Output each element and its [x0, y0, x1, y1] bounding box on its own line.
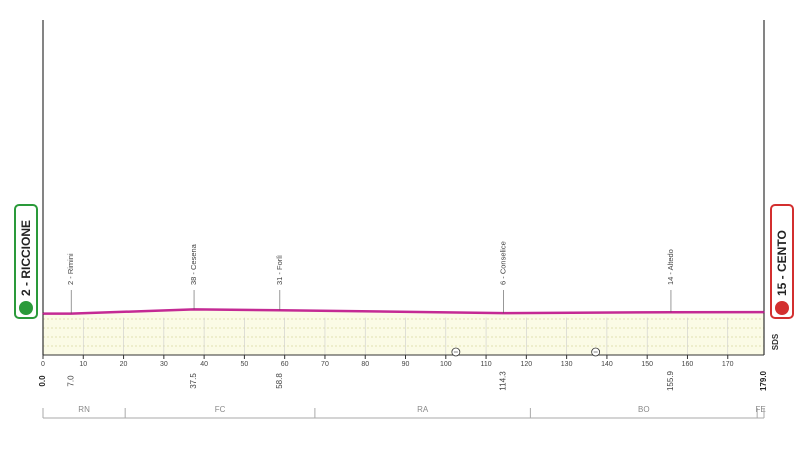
x-tick-label: 20 — [120, 361, 128, 368]
logo: SDS — [771, 333, 780, 350]
province-label: FE — [755, 405, 765, 414]
waypoint — [42, 312, 44, 315]
km-label: 37.5 — [189, 373, 198, 389]
start-icon — [19, 301, 33, 315]
x-tick-label: 170 — [722, 361, 734, 368]
place-label: 2 - Rimini — [66, 253, 75, 285]
km-label: 58.8 — [275, 373, 284, 389]
place-label: 31 - Forlì — [275, 255, 284, 285]
waypoint — [193, 308, 195, 311]
place-label: 6 - Conselice — [498, 241, 507, 285]
x-tick-label: 30 — [160, 361, 168, 368]
km-label: 114.3 — [499, 371, 508, 391]
x-tick-label: 70 — [321, 361, 329, 368]
x-tick-label: 160 — [682, 361, 694, 368]
x-tick-label: 130 — [561, 361, 573, 368]
province-label: BO — [638, 405, 650, 414]
x-tick-label: 90 — [402, 361, 410, 368]
province-label: FC — [215, 405, 226, 414]
waypoint — [502, 312, 505, 314]
x-tick-label: 50 — [240, 361, 248, 368]
x-tick-label: 10 — [79, 361, 87, 368]
x-tick-label: 0 — [41, 361, 45, 368]
start-label: 2 - RICCIONE — [19, 220, 33, 296]
km-label: 155.9 — [666, 370, 675, 391]
x-tick-label: 140 — [601, 361, 613, 368]
km-label: 7.0 — [66, 375, 75, 387]
waypoint — [279, 309, 281, 312]
profile-area — [43, 309, 764, 355]
finish-icon — [775, 301, 789, 315]
x-tick-label: 80 — [361, 361, 369, 368]
waypoint — [670, 311, 672, 314]
km-label: 0.0 — [38, 375, 47, 387]
waypoint — [763, 311, 765, 313]
finish-box — [770, 204, 794, 319]
x-tick-label: 110 — [480, 361, 491, 368]
finish-label: 15 - CENTO — [775, 230, 789, 296]
x-tick-label: 150 — [641, 361, 653, 368]
x-tick-label: 60 — [281, 361, 289, 368]
x-tick-label: 100 — [440, 361, 452, 368]
km-label: 179.0 — [759, 370, 768, 391]
x-tick-label: 120 — [521, 361, 533, 368]
start-box — [14, 204, 38, 319]
place-label: 38 - Cesena — [189, 243, 198, 285]
place-label: 14 - Altedo — [666, 249, 675, 285]
province-label: RA — [417, 405, 429, 414]
x-tick-label: 40 — [200, 361, 208, 368]
province-label: RN — [78, 405, 90, 414]
